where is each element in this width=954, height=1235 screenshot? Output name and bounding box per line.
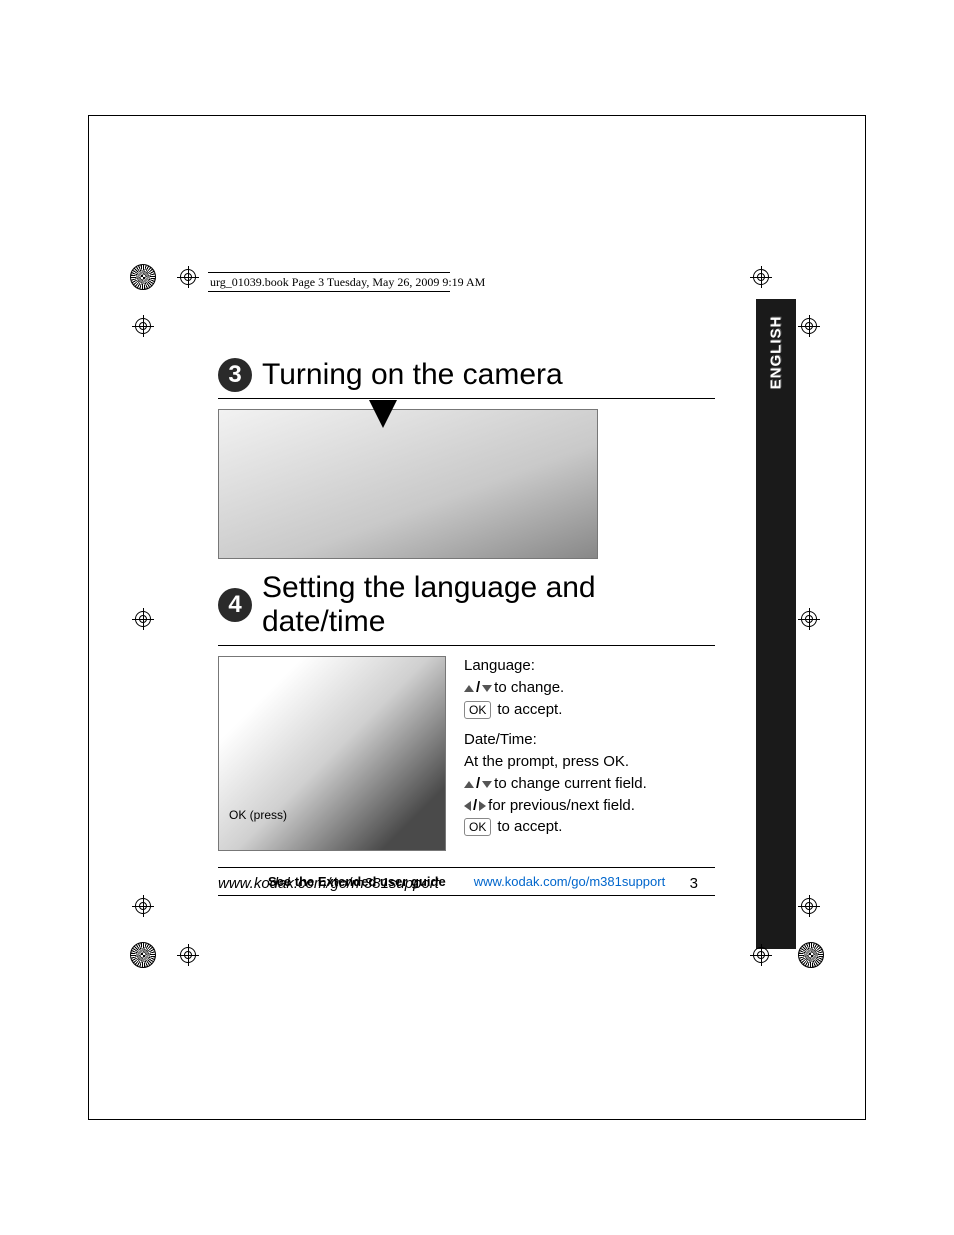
datetime-accept-line: OK to accept.	[464, 817, 647, 837]
registration-mark-icon	[177, 944, 199, 966]
print-header: urg_01039.book Page 3 Tuesday, May 26, 2…	[210, 275, 485, 290]
section-3-heading: 3 Turning on the camera	[218, 358, 715, 392]
page-content: 3 Turning on the camera 4 Setting the la…	[218, 358, 715, 896]
datetime-prevnext-line: / for previous/next field.	[464, 796, 647, 816]
language-tab-text: ENGLISH	[768, 316, 785, 390]
section-3-title: Turning on the camera	[262, 358, 563, 392]
press-arrow-icon	[369, 400, 397, 428]
section-3-rule	[218, 398, 715, 399]
figure-camera-power	[218, 409, 598, 559]
registration-mark-icon	[132, 895, 154, 917]
language-block: Language: / to change. OK to accept.	[464, 656, 647, 720]
footer-page-number: 3	[690, 875, 698, 892]
language-accept-line: OK to accept.	[464, 700, 647, 720]
header-rule-top	[208, 272, 450, 273]
datetime-accept-text: to accept.	[497, 817, 562, 837]
language-tab: ENGLISH	[756, 299, 796, 949]
ok-button-icon: OK	[464, 701, 491, 719]
header-rule-bottom	[208, 291, 450, 292]
registration-mark-icon	[798, 608, 820, 630]
up-arrow-icon	[464, 685, 474, 692]
figure-camera-dpad: OK (press)	[218, 656, 446, 851]
registration-mark-icon	[177, 266, 199, 288]
datetime-block: Date/Time: At the prompt, press OK. / to…	[464, 730, 647, 837]
registration-mark-icon	[750, 944, 772, 966]
datetime-change-line: / to change current field.	[464, 774, 647, 794]
registration-burst-icon	[130, 942, 156, 968]
step-badge-3: 3	[218, 358, 252, 392]
language-change-text: to change.	[494, 678, 564, 698]
footer-url: www.kodak.com/go/m381support	[218, 875, 439, 892]
ok-button-icon: OK	[464, 818, 491, 836]
registration-mark-icon	[132, 608, 154, 630]
down-arrow-icon	[482, 685, 492, 692]
section-4-rule	[218, 645, 715, 646]
language-accept-text: to accept.	[497, 700, 562, 720]
section-4-title: Setting the language and date/time	[262, 571, 715, 639]
datetime-change-text: to change current field.	[494, 774, 647, 794]
language-change-line: / to change.	[464, 678, 647, 698]
ok-press-label: OK (press)	[229, 808, 287, 822]
up-arrow-icon	[464, 781, 474, 788]
registration-burst-icon	[130, 264, 156, 290]
instructions: Language: / to change. OK to accept. Dat…	[464, 656, 647, 847]
registration-mark-icon	[750, 266, 772, 288]
page-footer: www.kodak.com/go/m381support 3	[218, 875, 698, 892]
right-arrow-icon	[479, 801, 486, 811]
datetime-heading: Date/Time:	[464, 730, 647, 750]
section-4-heading: 4 Setting the language and date/time	[218, 571, 715, 639]
section-4-body: OK (press) Language: / to change. OK to …	[218, 656, 715, 851]
registration-mark-icon	[798, 315, 820, 337]
down-arrow-icon	[482, 781, 492, 788]
registration-burst-icon	[798, 942, 824, 968]
registration-mark-icon	[798, 895, 820, 917]
step-badge-4: 4	[218, 588, 252, 622]
registration-mark-icon	[132, 315, 154, 337]
language-heading: Language:	[464, 656, 647, 676]
datetime-prevnext-text: for previous/next field.	[488, 796, 635, 816]
datetime-prompt: At the prompt, press OK.	[464, 752, 647, 772]
left-arrow-icon	[464, 801, 471, 811]
